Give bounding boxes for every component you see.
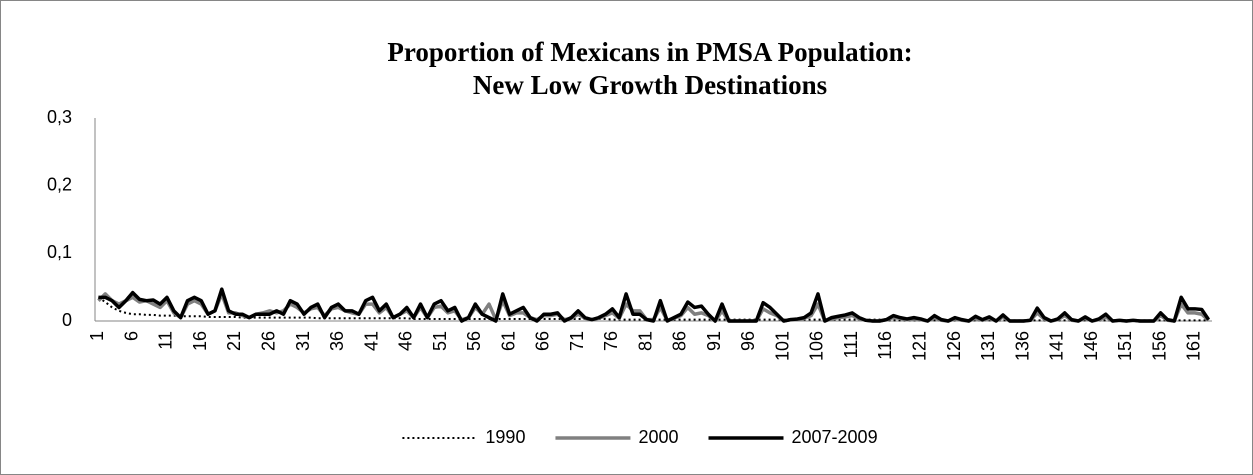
x-tick-label: 56 (464, 331, 484, 351)
x-tick-label: 106 (807, 331, 827, 361)
x-tick-label: 156 (1149, 331, 1169, 361)
x-tick-label: 81 (635, 331, 655, 351)
x-tick-label: 51 (430, 331, 450, 351)
x-tick-label: 61 (498, 331, 518, 351)
x-tick-label: 126 (944, 331, 964, 361)
chart-title: Proportion of Mexicans in PMSA Populatio… (387, 37, 912, 67)
y-tick-label: 0,1 (47, 242, 72, 262)
x-tick-label: 131 (978, 331, 998, 361)
x-tick-label: 76 (601, 331, 621, 351)
y-tick-label: 0 (62, 310, 72, 330)
legend-label: 1990 (485, 427, 525, 447)
x-tick-label: 26 (258, 331, 278, 351)
x-tick-label: 111 (841, 331, 861, 358)
x-tick-label: 151 (1115, 331, 1135, 361)
x-tick-label: 116 (875, 331, 895, 360)
x-tick-label: 146 (1081, 331, 1101, 361)
x-tick-label: 16 (190, 331, 210, 351)
y-tick-label: 0,3 (47, 107, 72, 127)
x-tick-label: 86 (670, 331, 690, 351)
x-tick-label: 41 (361, 331, 381, 351)
x-tick-label: 6 (121, 331, 141, 341)
legend-label: 2000 (638, 427, 678, 447)
x-tick-label: 71 (567, 331, 587, 351)
x-tick-label: 36 (327, 331, 347, 351)
legend-label: 2007-2009 (792, 427, 878, 447)
x-tick-label: 141 (1047, 331, 1067, 361)
x-tick-label: 46 (396, 331, 416, 351)
y-tick-label: 0,2 (47, 174, 72, 194)
x-tick-label: 21 (224, 331, 244, 351)
x-tick-label: 121 (910, 331, 930, 361)
x-tick-label: 101 (772, 331, 792, 361)
x-tick-label: 161 (1184, 331, 1204, 361)
x-tick-label: 136 (1012, 331, 1032, 361)
x-tick-label: 91 (704, 331, 724, 351)
x-tick-label: 31 (293, 331, 313, 351)
x-tick-label: 66 (533, 331, 553, 351)
chart-title: New Low Growth Destinations (473, 70, 827, 100)
x-tick-label: 96 (738, 331, 758, 351)
x-tick-label: 1 (87, 331, 107, 341)
x-tick-label: 11 (156, 331, 176, 350)
series-line (98, 287, 1211, 323)
